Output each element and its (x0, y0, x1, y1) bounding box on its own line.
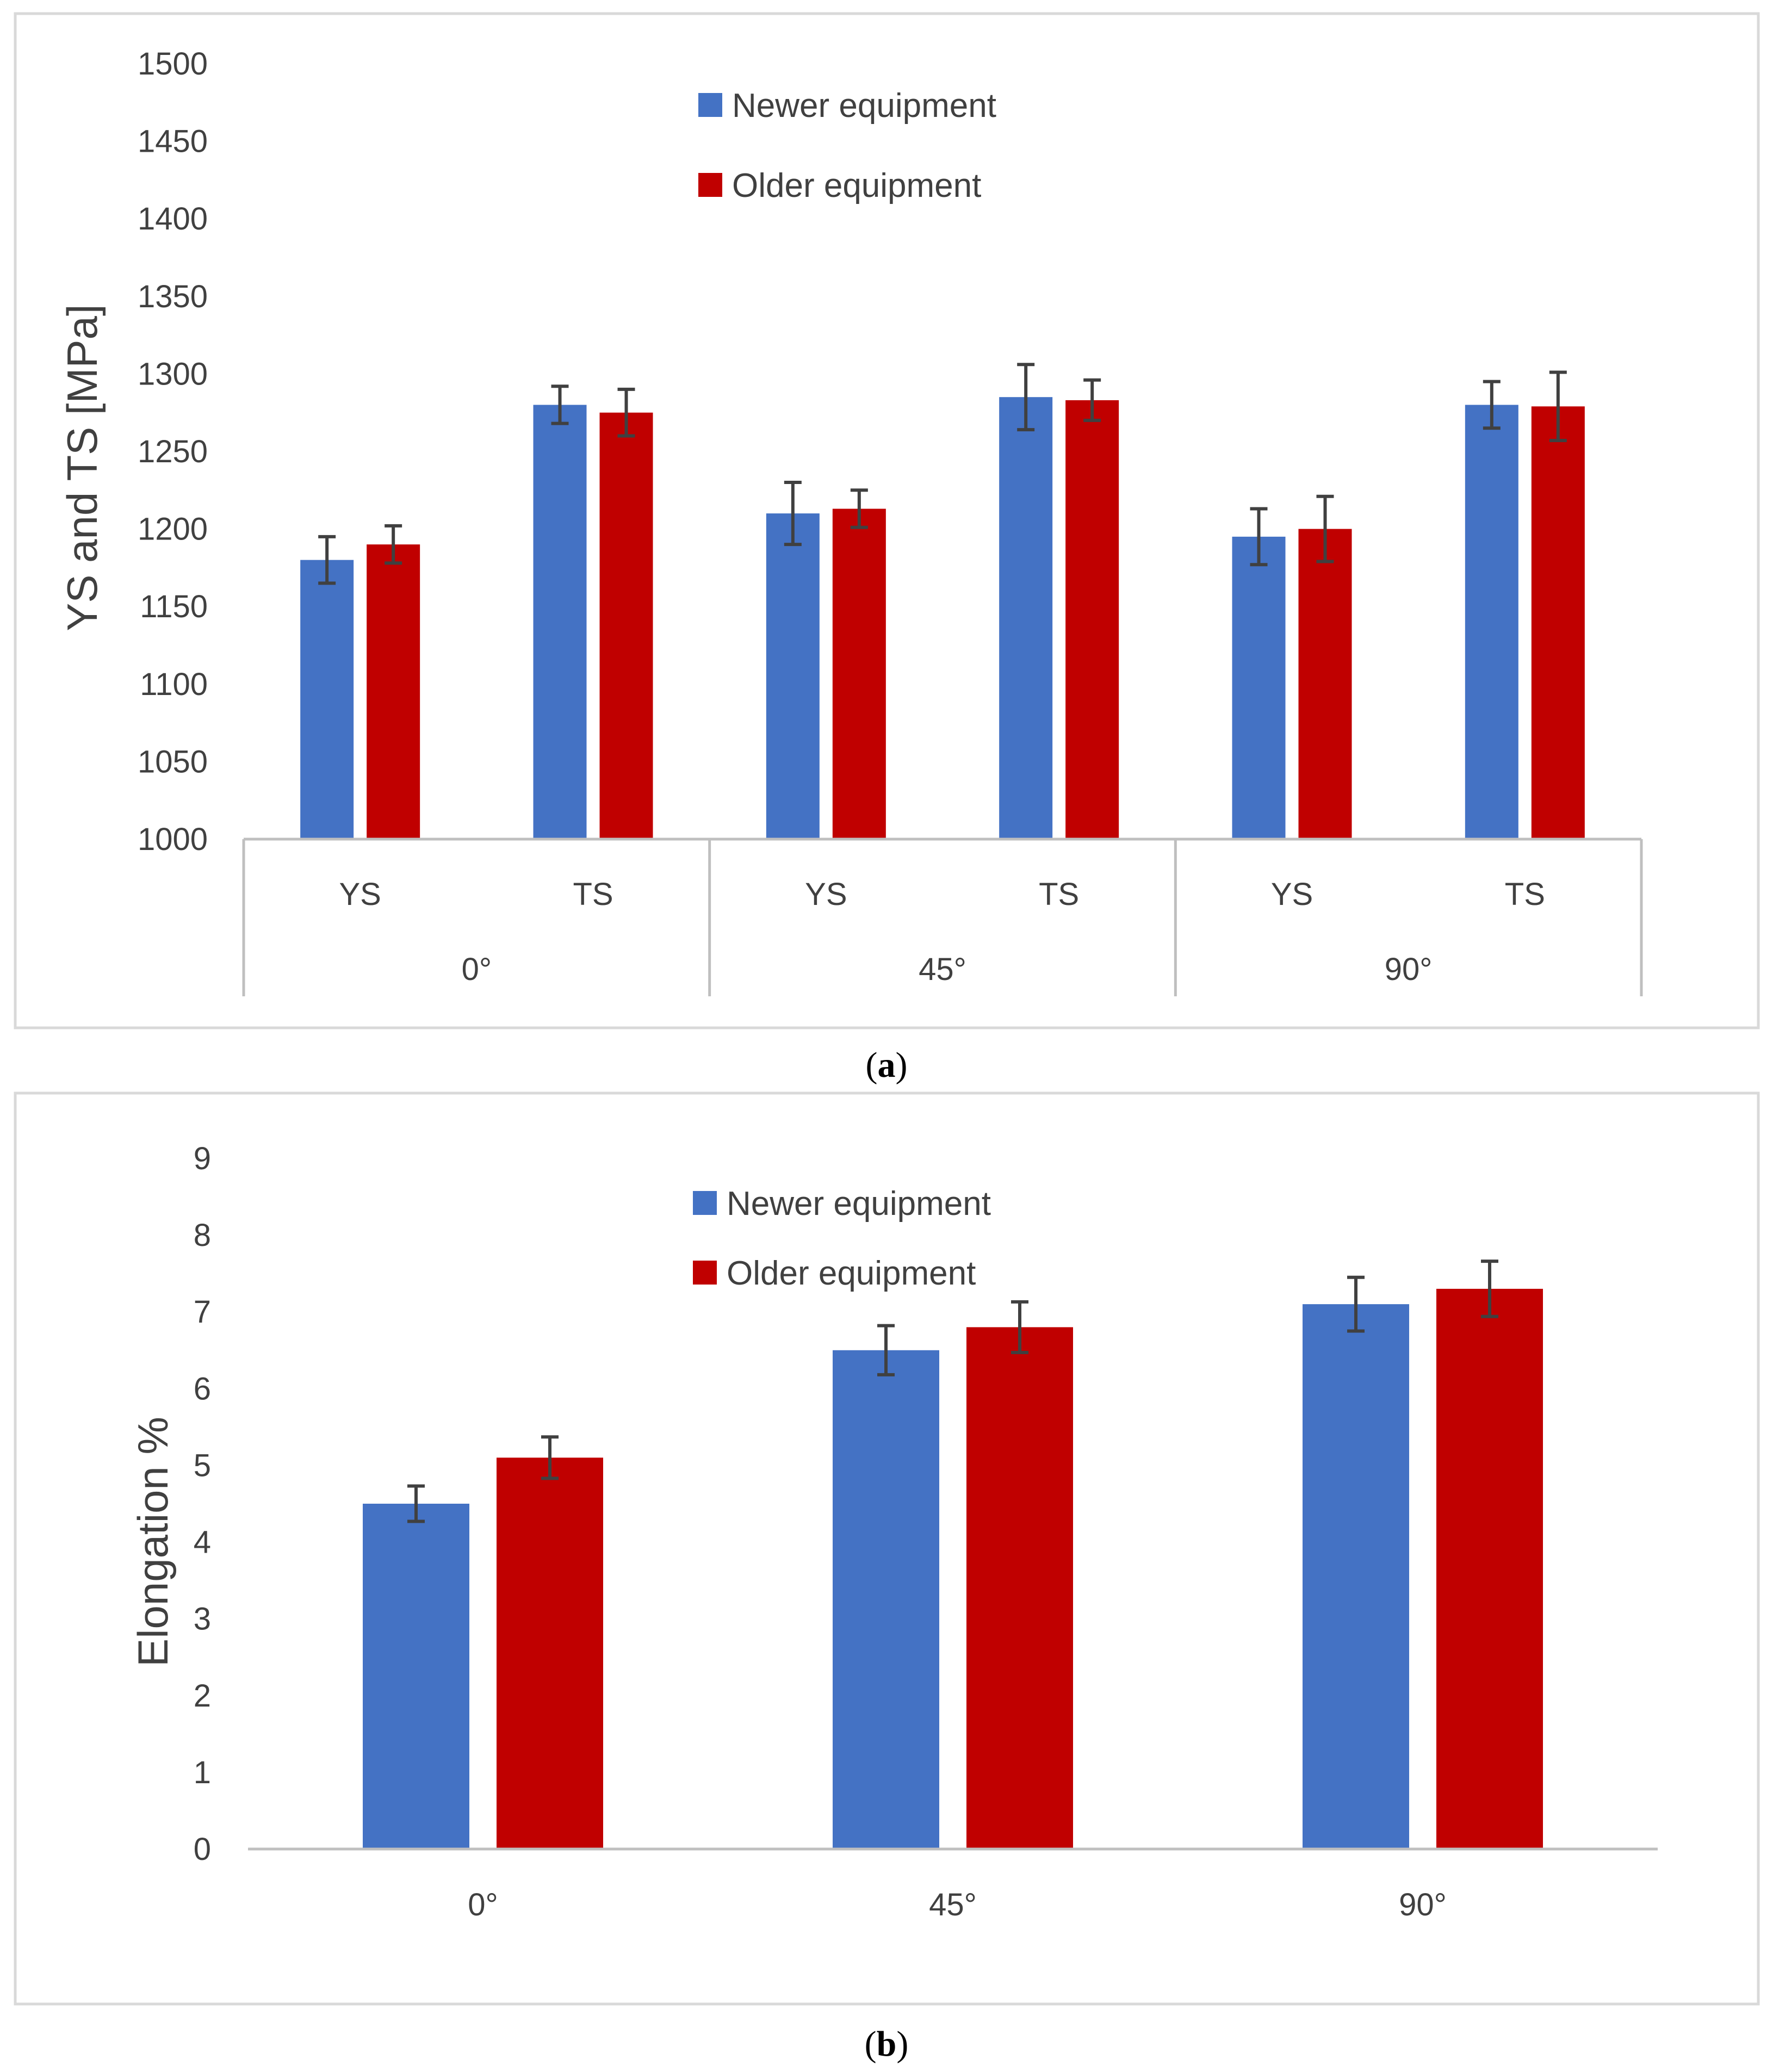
caption-b-letter: b (877, 2024, 897, 2064)
caption-b: (b) (865, 2024, 909, 2064)
bar-older-2 (832, 508, 886, 839)
error-bar-older-0 (385, 524, 402, 565)
error-bar-older-1 (617, 387, 635, 438)
y-tick-label-b: 3 (194, 1602, 211, 1637)
bar-older-1 (966, 1327, 1073, 1849)
chart-b: 0° 45° 90° 0 1 2 3 4 5 6 7 8 9 Elongation % Newer e… (14, 1091, 1760, 2006)
y-tick-label-a: 1050 (138, 744, 208, 779)
error-bar-newer-5 (1483, 380, 1501, 430)
y-tick-label-b: 6 (194, 1371, 211, 1406)
error-bar-newer-4 (1250, 507, 1268, 567)
bar-newer-4 (1232, 536, 1286, 839)
y-axis-title-a: YS and TS [MPa] (58, 304, 106, 631)
legend-swatch-b-1 (693, 1261, 717, 1285)
bar-older-5 (1531, 406, 1585, 839)
x-tick-label-a: TS (1039, 877, 1079, 912)
y-tick-label-b: 9 (194, 1141, 211, 1176)
y-tick-label-a: 1250 (138, 434, 208, 469)
bar-newer-3 (999, 397, 1053, 839)
y-tick-label-b: 0 (194, 1832, 211, 1867)
x-tick-label-b: 90° (1399, 1887, 1447, 1922)
bar-newer-5 (1465, 405, 1518, 839)
y-tick-label-b: 7 (194, 1294, 211, 1330)
x-group-label-a: 0° (462, 952, 492, 987)
error-bar-newer-3 (1017, 363, 1035, 432)
legend-label-a-0: Newer equipment (732, 87, 996, 125)
y-tick-label-a: 1150 (140, 589, 208, 624)
legend-swatch-a-1 (698, 173, 722, 197)
x-tick-label-a: YS (339, 877, 381, 912)
legend-label-b-1: Older equipment (727, 1255, 976, 1292)
legend-label-b-0: Newer equipment (727, 1185, 991, 1223)
x-tick-label-b: 0° (468, 1887, 498, 1922)
legend-swatch-b-0 (693, 1191, 717, 1215)
bar-older-1 (599, 412, 653, 839)
y-tick-label-b: 2 (194, 1678, 211, 1714)
error-bar-newer-1 (877, 1324, 895, 1376)
legend-label-a-1: Older equipment (732, 167, 981, 204)
error-bar-older-0 (541, 1435, 559, 1480)
error-bar-older-1 (1011, 1300, 1028, 1355)
x-tick-label-a: TS (573, 877, 613, 912)
error-bar-newer-2 (784, 481, 802, 547)
bar-newer-2 (766, 513, 820, 839)
y-tick-label-b: 1 (194, 1755, 211, 1790)
x-tick-label-a: TS (1505, 877, 1545, 912)
x-group-label-a: 45° (919, 952, 966, 987)
caption-a-letter: a (878, 1045, 896, 1085)
error-bar-older-4 (1316, 494, 1334, 563)
x-tick-label-a: YS (805, 877, 847, 912)
bar-older-4 (1298, 529, 1352, 839)
bar-newer-0 (363, 1504, 469, 1849)
y-tick-label-b: 5 (194, 1448, 211, 1483)
error-bar-older-3 (1083, 378, 1101, 422)
x-tick-label-a: YS (1271, 877, 1313, 912)
bar-newer-1 (833, 1350, 939, 1849)
y-tick-label-a: 1450 (138, 124, 208, 159)
x-tick-label-b: 45° (929, 1887, 977, 1922)
error-bar-newer-2 (1347, 1275, 1365, 1333)
error-bar-older-5 (1549, 370, 1567, 443)
error-bar-newer-1 (551, 384, 569, 425)
error-bar-older-2 (1481, 1260, 1498, 1318)
bar-older-0 (497, 1457, 603, 1849)
x-group-label-a: 90° (1385, 952, 1433, 987)
error-bar-older-2 (850, 488, 868, 529)
y-tick-label-a: 1200 (138, 512, 208, 547)
y-tick-label-a: 1000 (138, 822, 208, 857)
y-tick-label-a: 1100 (140, 667, 208, 702)
y-tick-label-a: 1300 (138, 356, 208, 392)
legend-swatch-a-0 (698, 93, 722, 117)
y-tick-label-a: 1350 (138, 279, 208, 314)
bar-newer-1 (533, 405, 587, 839)
caption-a: (a) (866, 1045, 908, 1085)
bar-older-0 (367, 544, 420, 839)
y-tick-label-b: 8 (194, 1218, 211, 1253)
error-bar-newer-0 (407, 1484, 425, 1523)
chart-a: YS TS YS TS YS TS 0° 45° 90° 1000 1050 1100 1150 120… (14, 12, 1760, 1029)
bar-newer-0 (300, 560, 354, 839)
y-tick-label-a: 1500 (138, 46, 208, 82)
y-tick-label-a: 1400 (138, 201, 208, 237)
y-axis-title-b: Elongation % (129, 1417, 177, 1667)
error-bar-newer-0 (318, 535, 336, 585)
y-tick-label-b: 4 (194, 1525, 211, 1560)
bar-newer-2 (1303, 1304, 1409, 1849)
bar-older-2 (1436, 1288, 1543, 1849)
bar-older-3 (1065, 400, 1119, 839)
